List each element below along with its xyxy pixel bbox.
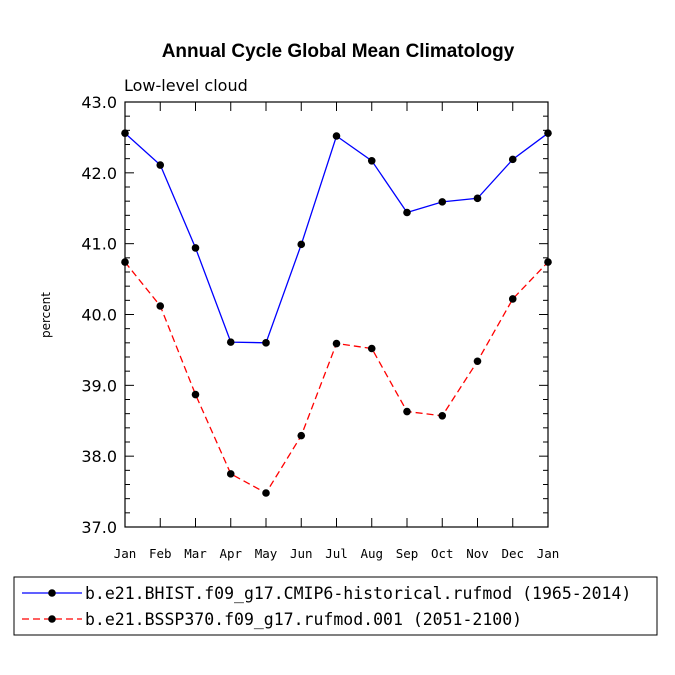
series-1-point bbox=[332, 132, 341, 140]
x-tick-label: Dec bbox=[501, 546, 524, 561]
series-line-2 bbox=[124, 261, 549, 494]
legend-box bbox=[13, 576, 658, 636]
x-tick-label: Jan bbox=[114, 546, 137, 561]
x-tick-label: Aug bbox=[360, 546, 383, 561]
x-tick-label: Jan bbox=[537, 546, 560, 561]
y-tick-label: 38.0 bbox=[81, 447, 117, 466]
series-2-point bbox=[226, 470, 235, 478]
y-tick-label: 40.0 bbox=[81, 306, 117, 325]
x-tick-label: Mar bbox=[184, 546, 207, 561]
series-2-point bbox=[403, 407, 411, 416]
plot-frame bbox=[124, 101, 549, 528]
y-tick-label: 37.0 bbox=[81, 518, 117, 537]
series-1-point bbox=[544, 129, 552, 137]
series-1-point bbox=[403, 208, 411, 217]
legend-marker-1 bbox=[48, 589, 56, 597]
series-2-point bbox=[367, 344, 376, 353]
series-1-point bbox=[438, 198, 447, 206]
series-2-point bbox=[156, 302, 165, 310]
series-1-point bbox=[473, 194, 482, 203]
series-line-1 bbox=[124, 132, 549, 344]
x-tick-label: Nov bbox=[466, 546, 489, 561]
plot-area: 37.0 38.0 39.0 40.0 41.0 42.0 43.0 Jan Feb Mar Apr… bbox=[81, 93, 559, 561]
x-tick-label: Jun bbox=[290, 546, 313, 561]
series-2-point bbox=[508, 295, 517, 303]
series-1-point bbox=[508, 155, 517, 164]
series-1-point bbox=[226, 338, 235, 346]
series-2-point bbox=[121, 258, 129, 266]
x-tick-label: Oct bbox=[431, 546, 454, 561]
y-tick-label: 41.0 bbox=[81, 235, 117, 254]
series-1-point bbox=[262, 339, 270, 347]
series-2-point bbox=[297, 431, 306, 440]
series-2-point bbox=[473, 357, 482, 366]
x-tick-label: Jul bbox=[325, 546, 348, 561]
x-tick-label: Feb bbox=[149, 546, 172, 561]
series-2-point bbox=[332, 339, 341, 348]
legend: b.e21.BHIST.f09_g17.CMIP6-historical.ruf… bbox=[13, 576, 658, 636]
chart-subtitle: Low-level cloud bbox=[124, 76, 248, 95]
y-tick-label: 43.0 bbox=[81, 93, 117, 112]
legend-label-2: b.e21.BSSP370.f09_g17.rufmod.001 (2051-2… bbox=[85, 610, 522, 629]
series-2-point bbox=[262, 489, 270, 497]
y-tick-label: 42.0 bbox=[81, 164, 117, 183]
y-axis-label: percent bbox=[39, 292, 53, 338]
legend-marker-2 bbox=[48, 615, 56, 623]
series-1-point bbox=[156, 161, 165, 169]
x-tick-label: Apr bbox=[219, 546, 242, 561]
series-2-point bbox=[438, 411, 447, 420]
y-tick-label: 39.0 bbox=[81, 376, 117, 395]
legend-label-1: b.e21.BHIST.f09_g17.CMIP6-historical.ruf… bbox=[85, 584, 631, 603]
series-2-point bbox=[191, 390, 200, 399]
x-tick-label: Sep bbox=[396, 546, 419, 561]
series-2-point bbox=[544, 258, 552, 266]
series-1-point bbox=[367, 156, 376, 165]
x-tick-label: May bbox=[255, 546, 278, 561]
series-1-point bbox=[191, 244, 200, 252]
series-1-point bbox=[121, 129, 129, 137]
chart-title: Annual Cycle Global Mean Climatology bbox=[162, 41, 515, 62]
series-1-point bbox=[297, 240, 306, 249]
